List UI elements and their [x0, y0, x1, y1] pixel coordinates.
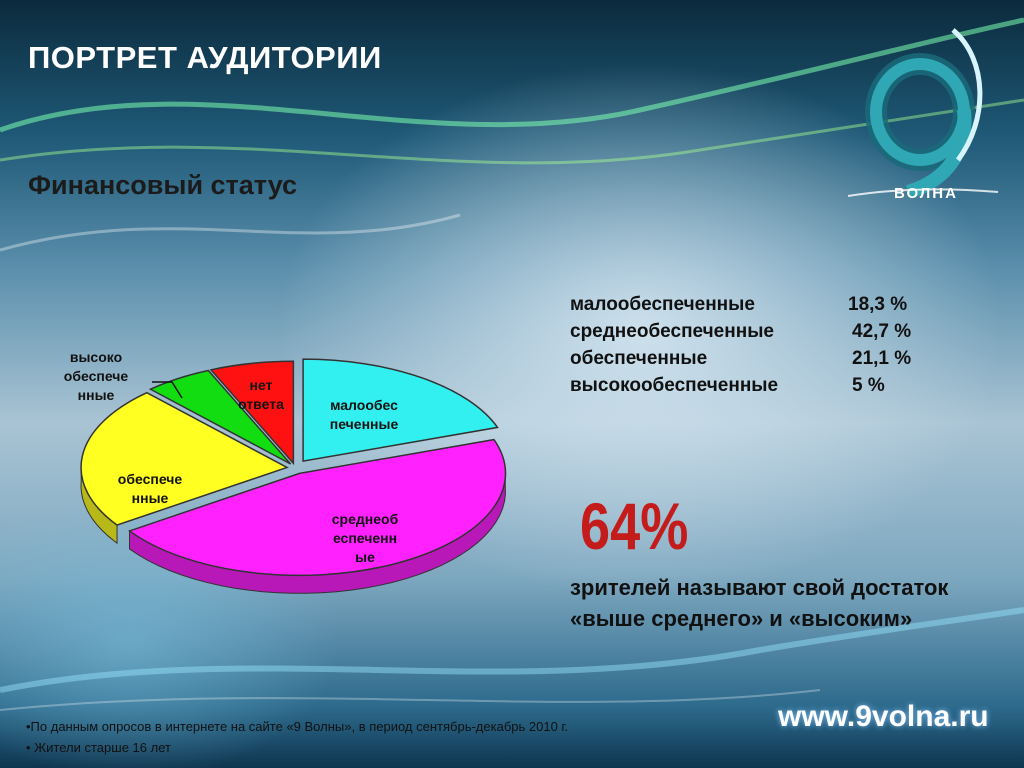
highlight-percent: 64% — [580, 489, 689, 563]
legend-name: обеспеченные — [570, 348, 708, 369]
slice-label-well-off: обеспече нные — [117, 471, 183, 506]
highlight-text: зрителей называют свой достаток «выше ср… — [570, 575, 949, 631]
slice-label-low-income: малообес печенные — [329, 397, 399, 432]
channel-logo: ВОЛНА — [838, 20, 1008, 210]
pie-slice-low-income — [302, 358, 499, 463]
pie-chart: малообес печенные среднеоб еспеченн ые о… — [60, 340, 530, 620]
legend-name: высокообеспеченные — [570, 375, 779, 396]
legend-name: среднеобеспеченные — [570, 321, 774, 342]
nine-wave-logo-icon: ВОЛНА — [847, 28, 999, 202]
footnote-item: • Жители старше 16 лет — [26, 740, 171, 755]
pie-slice-middle-income — [127, 438, 507, 577]
slide-subtitle: Финансовый статус — [28, 170, 298, 200]
legend-value: 21,1 % — [852, 348, 912, 369]
pie-slice-high-income — [148, 369, 292, 465]
website-url[interactable]: www.9volna.ru — [778, 700, 989, 733]
label-leader-line — [152, 381, 183, 399]
legend-name: малообеспеченные — [570, 294, 755, 315]
slide-title: ПОРТРЕТ АУДИТОРИИ — [28, 40, 382, 75]
legend-row: малообеспеченные 18,3 % — [570, 294, 940, 321]
pie-slice-no-answer — [209, 360, 295, 466]
slice-label-high-income: высоко обеспече нные — [63, 349, 129, 403]
legend-value: 42,7 % — [852, 321, 912, 342]
slice-label-middle-income: среднеоб еспеченн ые — [331, 511, 399, 565]
pie-slice-well-off — [80, 391, 289, 526]
logo-text: ВОЛНА — [894, 185, 958, 202]
footnote-item: •По данным опросов в интернете на сайте … — [26, 719, 569, 734]
legend-value: 5 % — [852, 375, 885, 396]
legend-list: малообеспеченные 18,3 % среднеобеспеченн… — [570, 294, 940, 402]
legend-row: высокообеспеченные 5 % — [570, 375, 940, 402]
legend-value: 18,3 % — [848, 294, 908, 315]
legend-row: среднеобеспеченные 42,7 % — [570, 321, 940, 348]
slice-label-no-answer: нет ответа — [238, 377, 284, 412]
pie-chart-svg — [80, 358, 507, 594]
legend-row: обеспеченные 21,1 % — [570, 348, 940, 375]
footnotes: •По данным опросов в интернете на сайте … — [26, 716, 568, 758]
